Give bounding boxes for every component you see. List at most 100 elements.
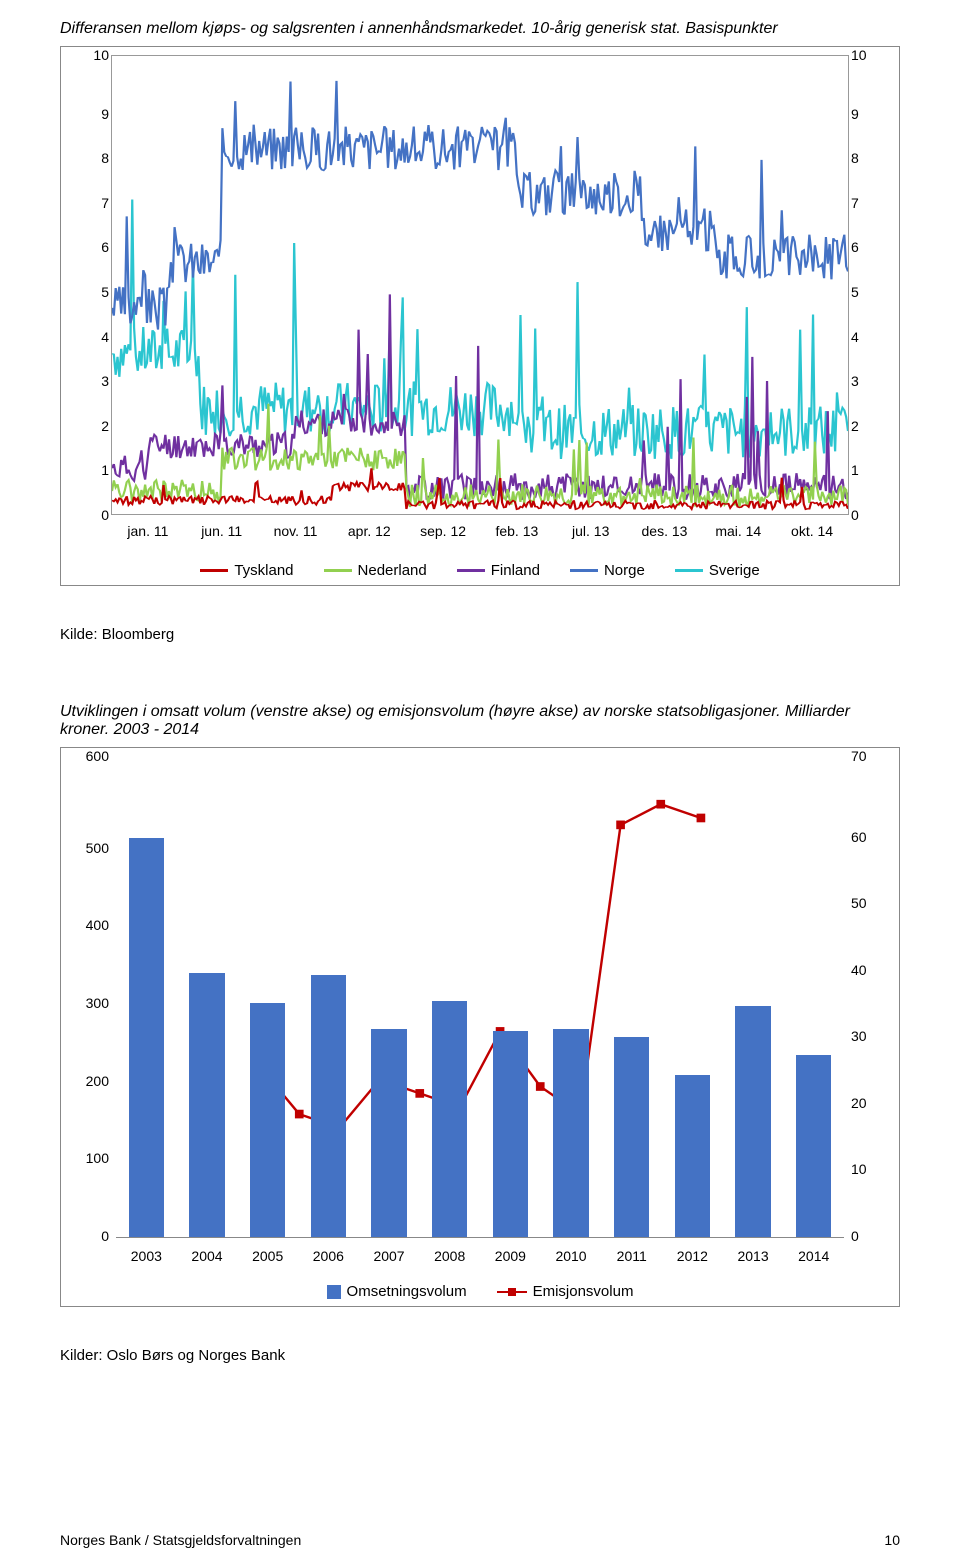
legend-item: Tyskland	[200, 562, 293, 579]
legend-label: Nederland	[358, 562, 427, 579]
legend-swatch	[327, 1285, 341, 1299]
xtick: 2003	[116, 1248, 177, 1264]
ytick: 4	[101, 330, 109, 344]
chart1-legend: Tyskland Nederland Finland Norge Sverige	[61, 562, 899, 579]
legend-item: Sverige	[675, 562, 760, 579]
chart2-legend: Omsetningsvolum Emisjonsvolum	[61, 1283, 899, 1300]
bar	[493, 1031, 528, 1238]
xtick: jul. 13	[554, 523, 628, 539]
xtick: sep. 12	[406, 523, 480, 539]
ytick: 7	[851, 196, 859, 210]
bar	[614, 1037, 649, 1238]
ytick: 70	[851, 749, 867, 763]
bar	[675, 1075, 710, 1238]
xtick: 2007	[359, 1248, 420, 1264]
ytick: 1	[101, 463, 109, 477]
ytick: 0	[101, 508, 109, 522]
ytick: 3	[101, 374, 109, 388]
legend-label: Emisjonsvolum	[533, 1283, 634, 1300]
bar	[250, 1003, 285, 1238]
ytick: 10	[851, 48, 867, 62]
bar	[371, 1029, 406, 1238]
ytick: 4	[851, 330, 859, 344]
ytick: 20	[851, 1096, 867, 1110]
legend-item: Omsetningsvolum	[327, 1283, 467, 1300]
ytick: 10	[93, 48, 109, 62]
xtick: 2004	[177, 1248, 238, 1264]
ytick: 600	[86, 749, 109, 763]
xtick: 2014	[783, 1248, 844, 1264]
chart1-source: Kilde: Bloomberg	[60, 626, 900, 643]
legend-swatch	[457, 569, 485, 572]
legend-swatch	[200, 569, 228, 572]
legend-label: Finland	[491, 562, 540, 579]
page-footer: Norges Bank / Statsgjeldsforvaltningen 1…	[60, 1532, 900, 1548]
chart2-xaxis: 2003200420052006200720082009201020112012…	[116, 1248, 844, 1264]
ytick: 0	[851, 508, 859, 522]
xtick: 2012	[662, 1248, 723, 1264]
footer-page-number: 10	[884, 1532, 900, 1548]
ytick: 2	[101, 419, 109, 433]
chart2-container: 6005004003002001000 706050403020100 2003…	[60, 747, 900, 1307]
bar	[796, 1055, 831, 1238]
legend-label: Tyskland	[234, 562, 293, 579]
ytick: 0	[101, 1229, 109, 1243]
xtick: 2010	[541, 1248, 602, 1264]
xtick: nov. 11	[259, 523, 333, 539]
ytick: 8	[101, 151, 109, 165]
xtick: 2006	[298, 1248, 359, 1264]
ytick: 40	[851, 963, 867, 977]
chart2-yaxis-left: 6005004003002001000	[69, 756, 109, 1236]
chart1-title: Differansen mellom kjøps- og salgsrenten…	[60, 20, 900, 38]
chart2-plot-area	[116, 756, 844, 1238]
legend-swatch	[497, 1285, 527, 1299]
chart2-source: Kilder: Oslo Børs og Norges Bank	[60, 1347, 900, 1364]
legend-swatch	[570, 569, 598, 572]
chart2-yaxis-right: 706050403020100	[851, 756, 891, 1236]
bar	[311, 975, 346, 1238]
footer-left: Norges Bank / Statsgjeldsforvaltningen	[60, 1532, 301, 1548]
ytick: 3	[851, 374, 859, 388]
ytick: 100	[86, 1151, 109, 1165]
legend-swatch	[324, 569, 352, 572]
ytick: 500	[86, 841, 109, 855]
ytick: 2	[851, 419, 859, 433]
xtick: 2008	[419, 1248, 480, 1264]
xtick: des. 13	[628, 523, 702, 539]
chart1-yaxis-left: 109876543210	[69, 55, 109, 515]
ytick: 0	[851, 1229, 859, 1243]
xtick: feb. 13	[480, 523, 554, 539]
chart1-plot-area	[111, 55, 849, 515]
ytick: 5	[101, 285, 109, 299]
legend-item: Finland	[457, 562, 540, 579]
ytick: 8	[851, 151, 859, 165]
ytick: 1	[851, 463, 859, 477]
xtick: 2009	[480, 1248, 541, 1264]
bar	[432, 1001, 467, 1238]
ytick: 10	[851, 1162, 867, 1176]
ytick: 7	[101, 196, 109, 210]
xtick: jan. 11	[111, 523, 185, 539]
chart1-container: 109876543210 109876543210 jan. 11jun. 11…	[60, 46, 900, 586]
bar	[553, 1029, 588, 1238]
ytick: 30	[851, 1029, 867, 1043]
ytick: 5	[851, 285, 859, 299]
legend-label: Omsetningsvolum	[347, 1283, 467, 1300]
legend-label: Norge	[604, 562, 645, 579]
legend-swatch	[675, 569, 703, 572]
ytick: 6	[101, 240, 109, 254]
ytick: 6	[851, 240, 859, 254]
chart1-svg	[112, 56, 848, 514]
ytick: 400	[86, 918, 109, 932]
xtick: okt. 14	[775, 523, 849, 539]
xtick: 2011	[601, 1248, 662, 1264]
legend-item: Emisjonsvolum	[497, 1283, 634, 1300]
legend-item: Norge	[570, 562, 645, 579]
ytick: 300	[86, 996, 109, 1010]
xtick: 2005	[237, 1248, 298, 1264]
xtick: mai. 14	[701, 523, 775, 539]
legend-item: Nederland	[324, 562, 427, 579]
xtick: apr. 12	[332, 523, 406, 539]
ytick: 200	[86, 1074, 109, 1088]
ytick: 60	[851, 830, 867, 844]
